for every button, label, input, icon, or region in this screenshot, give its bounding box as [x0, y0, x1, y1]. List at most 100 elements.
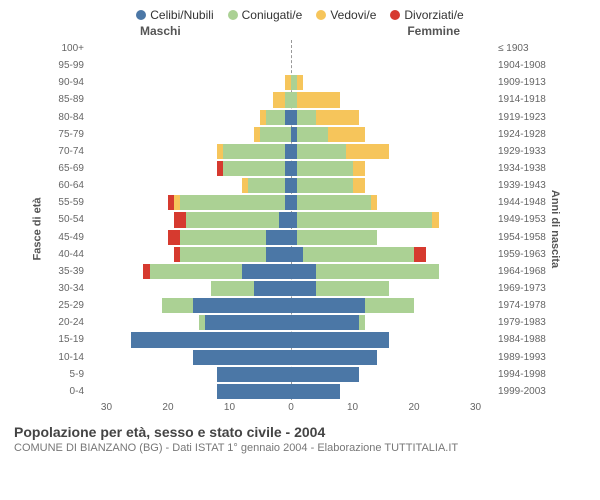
female-bars [291, 264, 494, 279]
x-tick: 20 [408, 402, 419, 413]
bar-segment [223, 144, 285, 159]
bar-segment [291, 247, 303, 262]
chart-rows: 100+≤ 190395-991904-190890-941909-191385… [88, 40, 494, 400]
age-label: 5-9 [48, 366, 84, 383]
year-label: 1994-1998 [498, 366, 554, 383]
bar-segment [205, 315, 291, 330]
age-label: 75-79 [48, 126, 84, 143]
year-label: 1964-1968 [498, 263, 554, 280]
bar-segment [346, 144, 389, 159]
year-label: 1989-1993 [498, 349, 554, 366]
female-bars [291, 281, 494, 296]
female-bars [291, 92, 494, 107]
bar-segment [291, 332, 389, 347]
bar-segment [297, 195, 371, 210]
chart-footer: Popolazione per età, sesso e stato civil… [0, 418, 600, 454]
age-row: 45-491954-1958 [88, 229, 494, 246]
bar-segment [186, 212, 278, 227]
male-bars [88, 350, 291, 365]
bar-segment [297, 178, 352, 193]
female-bars [291, 144, 494, 159]
female-bars [291, 58, 494, 73]
year-label: 1979-1983 [498, 314, 554, 331]
bar-segment [316, 264, 439, 279]
bar-segment [266, 230, 291, 245]
year-label: 1939-1943 [498, 177, 554, 194]
male-bars [88, 367, 291, 382]
age-label: 25-29 [48, 297, 84, 314]
female-bars [291, 247, 494, 262]
bar-segment [266, 110, 284, 125]
pyramid-chart: Fasce di età Anni di nascita 100+≤ 19039… [50, 40, 550, 418]
age-row: 70-741929-1933 [88, 143, 494, 160]
age-row: 80-841919-1923 [88, 109, 494, 126]
age-row: 50-541949-1953 [88, 211, 494, 228]
year-label: 1974-1978 [498, 297, 554, 314]
age-row: 95-991904-1908 [88, 57, 494, 74]
x-tick: 20 [162, 402, 173, 413]
bar-segment [371, 195, 377, 210]
year-label: 1924-1928 [498, 126, 554, 143]
legend-label: Divorziati/e [404, 8, 463, 22]
x-tick: 30 [101, 402, 112, 413]
age-row: 35-391964-1968 [88, 263, 494, 280]
bar-segment [328, 127, 365, 142]
bar-segment [150, 264, 242, 279]
year-label: 1919-1923 [498, 109, 554, 126]
bar-segment [217, 367, 291, 382]
legend: Celibi/NubiliConiugati/eVedovi/eDivorzia… [0, 0, 600, 22]
male-bars [88, 247, 291, 262]
age-row: 100+≤ 1903 [88, 40, 494, 57]
x-tick: 0 [288, 402, 294, 413]
age-row: 40-441959-1963 [88, 246, 494, 263]
bar-segment [168, 230, 180, 245]
age-label: 95-99 [48, 57, 84, 74]
bar-segment [303, 247, 414, 262]
bar-segment [193, 350, 291, 365]
male-bars [88, 212, 291, 227]
age-row: 0-41999-2003 [88, 383, 494, 400]
age-label: 10-14 [48, 349, 84, 366]
age-label: 85-89 [48, 91, 84, 108]
age-row: 20-241979-1983 [88, 314, 494, 331]
year-label: 1959-1963 [498, 246, 554, 263]
male-bars [88, 315, 291, 330]
male-bars [88, 58, 291, 73]
year-label: 1949-1953 [498, 211, 554, 228]
male-bars [88, 264, 291, 279]
legend-item: Coniugati/e [228, 8, 303, 22]
female-bars [291, 161, 494, 176]
age-label: 30-34 [48, 280, 84, 297]
male-bars [88, 127, 291, 142]
age-label: 0-4 [48, 383, 84, 400]
bar-segment [297, 230, 377, 245]
age-row: 5-91994-1998 [88, 366, 494, 383]
bar-segment [248, 178, 285, 193]
x-axis: 3020100102030 [88, 402, 494, 418]
female-bars [291, 298, 494, 313]
age-label: 35-39 [48, 263, 84, 280]
bar-segment [180, 230, 266, 245]
legend-label: Vedovi/e [330, 8, 376, 22]
year-label: 1969-1973 [498, 280, 554, 297]
age-row: 60-641939-1943 [88, 177, 494, 194]
bar-segment [291, 384, 340, 399]
legend-item: Vedovi/e [316, 8, 376, 22]
female-bars [291, 195, 494, 210]
male-bars [88, 110, 291, 125]
bar-segment [266, 247, 291, 262]
bar-segment [432, 212, 438, 227]
bar-segment [291, 281, 316, 296]
male-bars [88, 281, 291, 296]
female-bars [291, 41, 494, 56]
bar-segment [297, 144, 346, 159]
male-bars [88, 92, 291, 107]
bar-segment [180, 195, 285, 210]
year-label: 1909-1913 [498, 74, 554, 91]
age-row: 90-941909-1913 [88, 74, 494, 91]
female-bars [291, 127, 494, 142]
legend-swatch [136, 10, 146, 20]
age-label: 15-19 [48, 331, 84, 348]
age-label: 60-64 [48, 177, 84, 194]
age-label: 65-69 [48, 160, 84, 177]
